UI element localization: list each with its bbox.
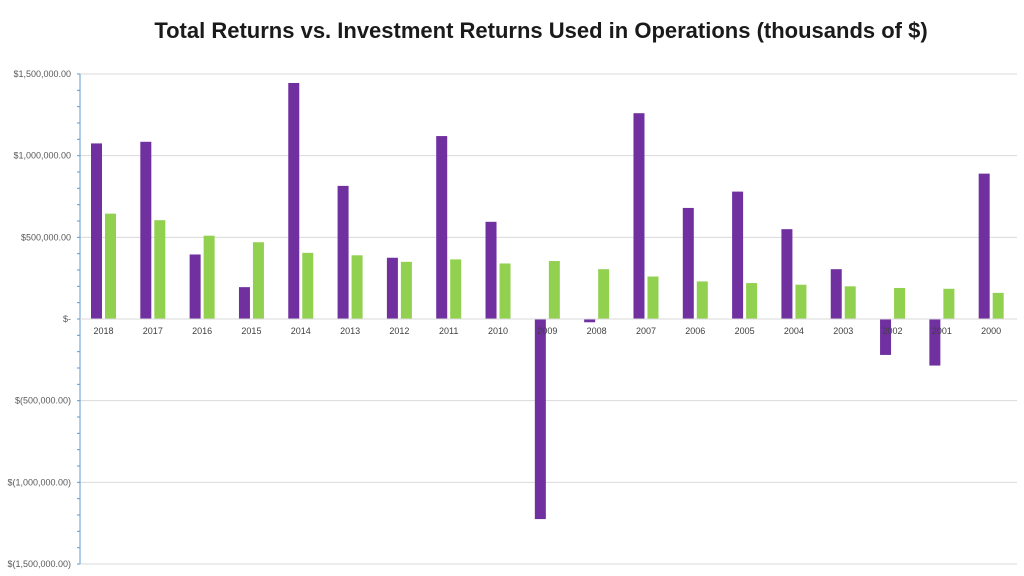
x-category-label: 2000 bbox=[981, 326, 1001, 336]
bars bbox=[91, 82, 1004, 520]
y-tick-label: $- bbox=[63, 314, 71, 324]
bar-series-1-2011 bbox=[436, 136, 448, 319]
bar-series-1-2001 bbox=[929, 319, 941, 366]
bar-series-2-2014 bbox=[302, 252, 314, 319]
x-category-label: 2012 bbox=[389, 326, 409, 336]
bar-series-1-2008 bbox=[584, 319, 596, 323]
bar-series-2-2002 bbox=[894, 287, 906, 319]
y-axis: $1,500,000.00 $1,000,000.00 $500,000.00 $- $… bbox=[7, 69, 81, 569]
bar-series-1-2017 bbox=[140, 141, 152, 319]
bar-series-2-2006 bbox=[696, 281, 708, 319]
bar-series-2-2004 bbox=[795, 284, 807, 319]
bar-series-1-2013 bbox=[337, 185, 349, 319]
bar-series-2-2018 bbox=[105, 213, 116, 319]
bar-series-2-2003 bbox=[844, 286, 856, 319]
bar-series-2-2000 bbox=[992, 292, 1004, 319]
bar-series-1-2012 bbox=[386, 257, 398, 319]
x-category-label: 2008 bbox=[587, 326, 607, 336]
y-tick-label: $(1,500,000.00) bbox=[7, 559, 71, 569]
x-category-label: 2010 bbox=[488, 326, 508, 336]
bar-series-1-2007 bbox=[633, 113, 645, 319]
x-category-label: 2014 bbox=[291, 326, 311, 336]
y-tick-label: $(1,000,000.00) bbox=[7, 477, 71, 487]
bar-series-2-2005 bbox=[746, 283, 758, 319]
x-category-label: 2009 bbox=[537, 326, 557, 336]
bar-series-2-2001 bbox=[943, 288, 955, 319]
bar-series-1-2018 bbox=[91, 143, 102, 319]
bar-series-1-2015 bbox=[238, 287, 250, 319]
bar-series-1-2003 bbox=[830, 269, 842, 319]
category-labels: 2018 2017 2016 2015 2014 2013 2012 2011 2010 2009… bbox=[80, 318, 1017, 336]
x-category-label: 2016 bbox=[192, 326, 212, 336]
bar-series-2-2015 bbox=[252, 242, 264, 319]
bar-series-1-2016 bbox=[189, 254, 201, 319]
bar-series-2-2012 bbox=[400, 261, 412, 319]
bar-series-1-2005 bbox=[732, 191, 744, 319]
x-category-label: 2018 bbox=[93, 326, 113, 336]
bar-series-2-2009 bbox=[548, 261, 560, 319]
x-category-label: 2013 bbox=[340, 326, 360, 336]
x-category-label: 2004 bbox=[784, 326, 804, 336]
y-tick-label: $(500,000.00) bbox=[15, 396, 71, 406]
x-category-label: 2015 bbox=[241, 326, 261, 336]
x-category-label: 2006 bbox=[685, 326, 705, 336]
bar-series-1-2002 bbox=[880, 319, 892, 355]
x-category-label: 2003 bbox=[833, 326, 853, 336]
y-tick-label: $1,000,000.00 bbox=[13, 151, 71, 161]
bar-series-2-2011 bbox=[450, 259, 462, 319]
x-category-label: 2011 bbox=[439, 326, 458, 336]
bar-series-2-2016 bbox=[203, 235, 215, 319]
x-category-label: 2017 bbox=[143, 326, 163, 336]
y-tick-label: $1,500,000.00 bbox=[13, 69, 71, 79]
bar-series-1-2014 bbox=[288, 82, 300, 319]
chart-title: Total Returns vs. Investment Returns Use… bbox=[154, 18, 928, 43]
bar-series-2-2008 bbox=[598, 269, 610, 319]
bar-series-1-2006 bbox=[682, 207, 694, 319]
bar-series-1-2010 bbox=[485, 221, 497, 319]
bar-series-1-2000 bbox=[978, 173, 990, 319]
x-category-label: 2007 bbox=[636, 326, 656, 336]
bar-series-1-2004 bbox=[781, 229, 793, 319]
x-category-label: 2002 bbox=[883, 326, 903, 336]
bar-series-2-2007 bbox=[647, 276, 659, 319]
y-tick-label: $500,000.00 bbox=[21, 232, 71, 242]
x-category-label: 2001 bbox=[932, 326, 952, 336]
bar-series-2-2010 bbox=[499, 263, 511, 319]
bar-series-2-2017 bbox=[154, 220, 166, 319]
bar-series-1-2009 bbox=[534, 319, 546, 520]
x-category-label: 2005 bbox=[735, 326, 755, 336]
bar-series-2-2013 bbox=[351, 255, 363, 319]
